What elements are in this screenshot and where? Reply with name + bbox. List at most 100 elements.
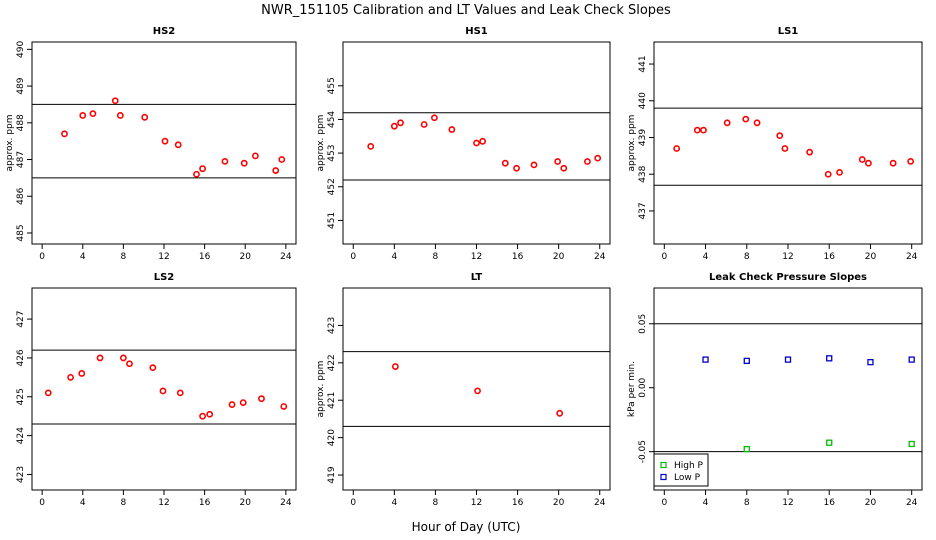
x-tick-label: 12 <box>471 498 482 508</box>
data-point <box>239 399 247 406</box>
x-tick-label: 4 <box>391 498 397 508</box>
data-point <box>784 356 792 363</box>
x-tick-label: 12 <box>471 252 482 262</box>
data-point <box>824 170 832 178</box>
data-point <box>397 119 404 127</box>
x-tick-label: 4 <box>703 498 709 508</box>
x-tick-label: 4 <box>391 252 397 262</box>
x-tick-label: 0 <box>350 252 356 262</box>
data-point <box>865 159 872 167</box>
y-tick-label: 455 <box>327 77 337 94</box>
data-point <box>272 167 280 174</box>
y-tick-label: 451 <box>327 212 337 229</box>
x-tick-label: 20 <box>865 498 877 508</box>
x-tick-label: 16 <box>824 252 836 262</box>
data-point <box>742 115 750 123</box>
panel-title: LS1 <box>778 26 799 37</box>
y-tick-label: 437 <box>638 202 648 219</box>
x-tick-label: 12 <box>782 252 793 262</box>
panel-title: HS1 <box>465 26 488 37</box>
panel-lt: LT 0 4 8 12 16 20 24 419 420 421 422 423 approx. ppm <box>316 272 611 508</box>
legend: High P Low P <box>653 453 709 487</box>
data-point <box>391 363 399 370</box>
data-point <box>560 164 568 172</box>
data-point <box>79 112 87 119</box>
data-point <box>554 158 562 165</box>
y-axis-label: kPa per min. <box>627 361 637 417</box>
y-tick-label: -0.05 <box>638 440 648 463</box>
y-tick-label: 490 <box>16 40 26 57</box>
y-tick-label: 488 <box>16 114 26 131</box>
x-tick-label: 24 <box>906 498 918 508</box>
data-point <box>673 145 681 152</box>
panel-ls2: LS2 0 4 8 12 16 20 24 423 424 425 426 427 <box>16 272 297 508</box>
x-tick-label: 16 <box>199 498 211 508</box>
y-tick-label: 423 <box>16 466 26 483</box>
x-tick-label: 12 <box>158 498 169 508</box>
data-point <box>479 137 487 145</box>
data-point <box>806 148 814 156</box>
x-tick-label: 24 <box>594 252 606 262</box>
data-point <box>753 119 761 127</box>
y-tick-label: 440 <box>638 92 648 109</box>
x-tick-label: 24 <box>280 252 292 262</box>
data-point <box>474 387 481 395</box>
panel-hs2: HS2 0 4 8 12 16 20 24 485 486 487 488 489 490 approx. … <box>5 26 297 262</box>
data-point <box>221 157 229 165</box>
data-point <box>858 156 866 163</box>
x-tick-label: 8 <box>744 498 750 508</box>
y-axis-label: approx. ppm <box>316 115 326 172</box>
y-tick-label: 453 <box>327 145 337 162</box>
data-point <box>513 164 520 172</box>
data-point <box>530 161 538 169</box>
panel-hs1: HS1 0 4 8 12 16 20 24 451 452 453 454 455 approx. ppm <box>316 26 611 262</box>
data-point <box>867 359 874 366</box>
x-tick-label: 8 <box>433 252 439 262</box>
x-tick-label: 20 <box>240 498 252 508</box>
y-tick-label: 420 <box>327 429 337 446</box>
data-point <box>473 139 480 147</box>
x-tick-label: 16 <box>512 252 524 262</box>
data-point <box>501 159 509 167</box>
x-tick-label: 8 <box>121 252 127 262</box>
data-point <box>199 412 206 420</box>
y-tick-label: 0.00 <box>638 377 648 397</box>
panel-title: LS2 <box>154 272 175 283</box>
x-tick-label: 0 <box>39 498 45 508</box>
data-point <box>781 145 789 152</box>
data-point <box>776 132 784 140</box>
data-point <box>89 110 97 118</box>
y-tick-label: 419 <box>327 466 337 483</box>
x-tick-label: 16 <box>824 498 836 508</box>
x-tick-label: 8 <box>121 498 127 508</box>
x-tick-label: 0 <box>39 252 45 262</box>
data-point <box>78 370 86 377</box>
data-point <box>206 410 214 418</box>
data-point <box>251 152 259 160</box>
y-tick-label: 441 <box>638 55 648 72</box>
y-tick-label: 486 <box>16 187 26 204</box>
data-point <box>111 97 119 105</box>
data-point <box>702 356 709 363</box>
panel-leak-check-pressure-slopes: Leak Check Pressure Slopes 0 4 8 12 16 20 24 -0.… <box>627 272 923 508</box>
data-point <box>420 121 428 128</box>
y-tick-label: 438 <box>638 165 648 182</box>
y-tick-label: 426 <box>16 349 26 366</box>
y-tick-label: 424 <box>16 427 26 444</box>
data-point <box>908 440 915 448</box>
y-tick-label: 0.05 <box>638 314 648 334</box>
data-point <box>700 126 707 134</box>
x-tick-label: 12 <box>158 252 169 262</box>
x-tick-label: 20 <box>553 498 565 508</box>
figure-xlabel: Hour of Day (UTC) <box>412 520 521 534</box>
data-point <box>836 168 843 176</box>
x-tick-label: 24 <box>906 252 918 262</box>
x-tick-label: 24 <box>280 498 292 508</box>
data-point <box>258 395 265 403</box>
x-tick-label: 24 <box>594 498 606 508</box>
x-tick-label: 4 <box>703 252 709 262</box>
y-tick-label: 425 <box>16 388 26 405</box>
